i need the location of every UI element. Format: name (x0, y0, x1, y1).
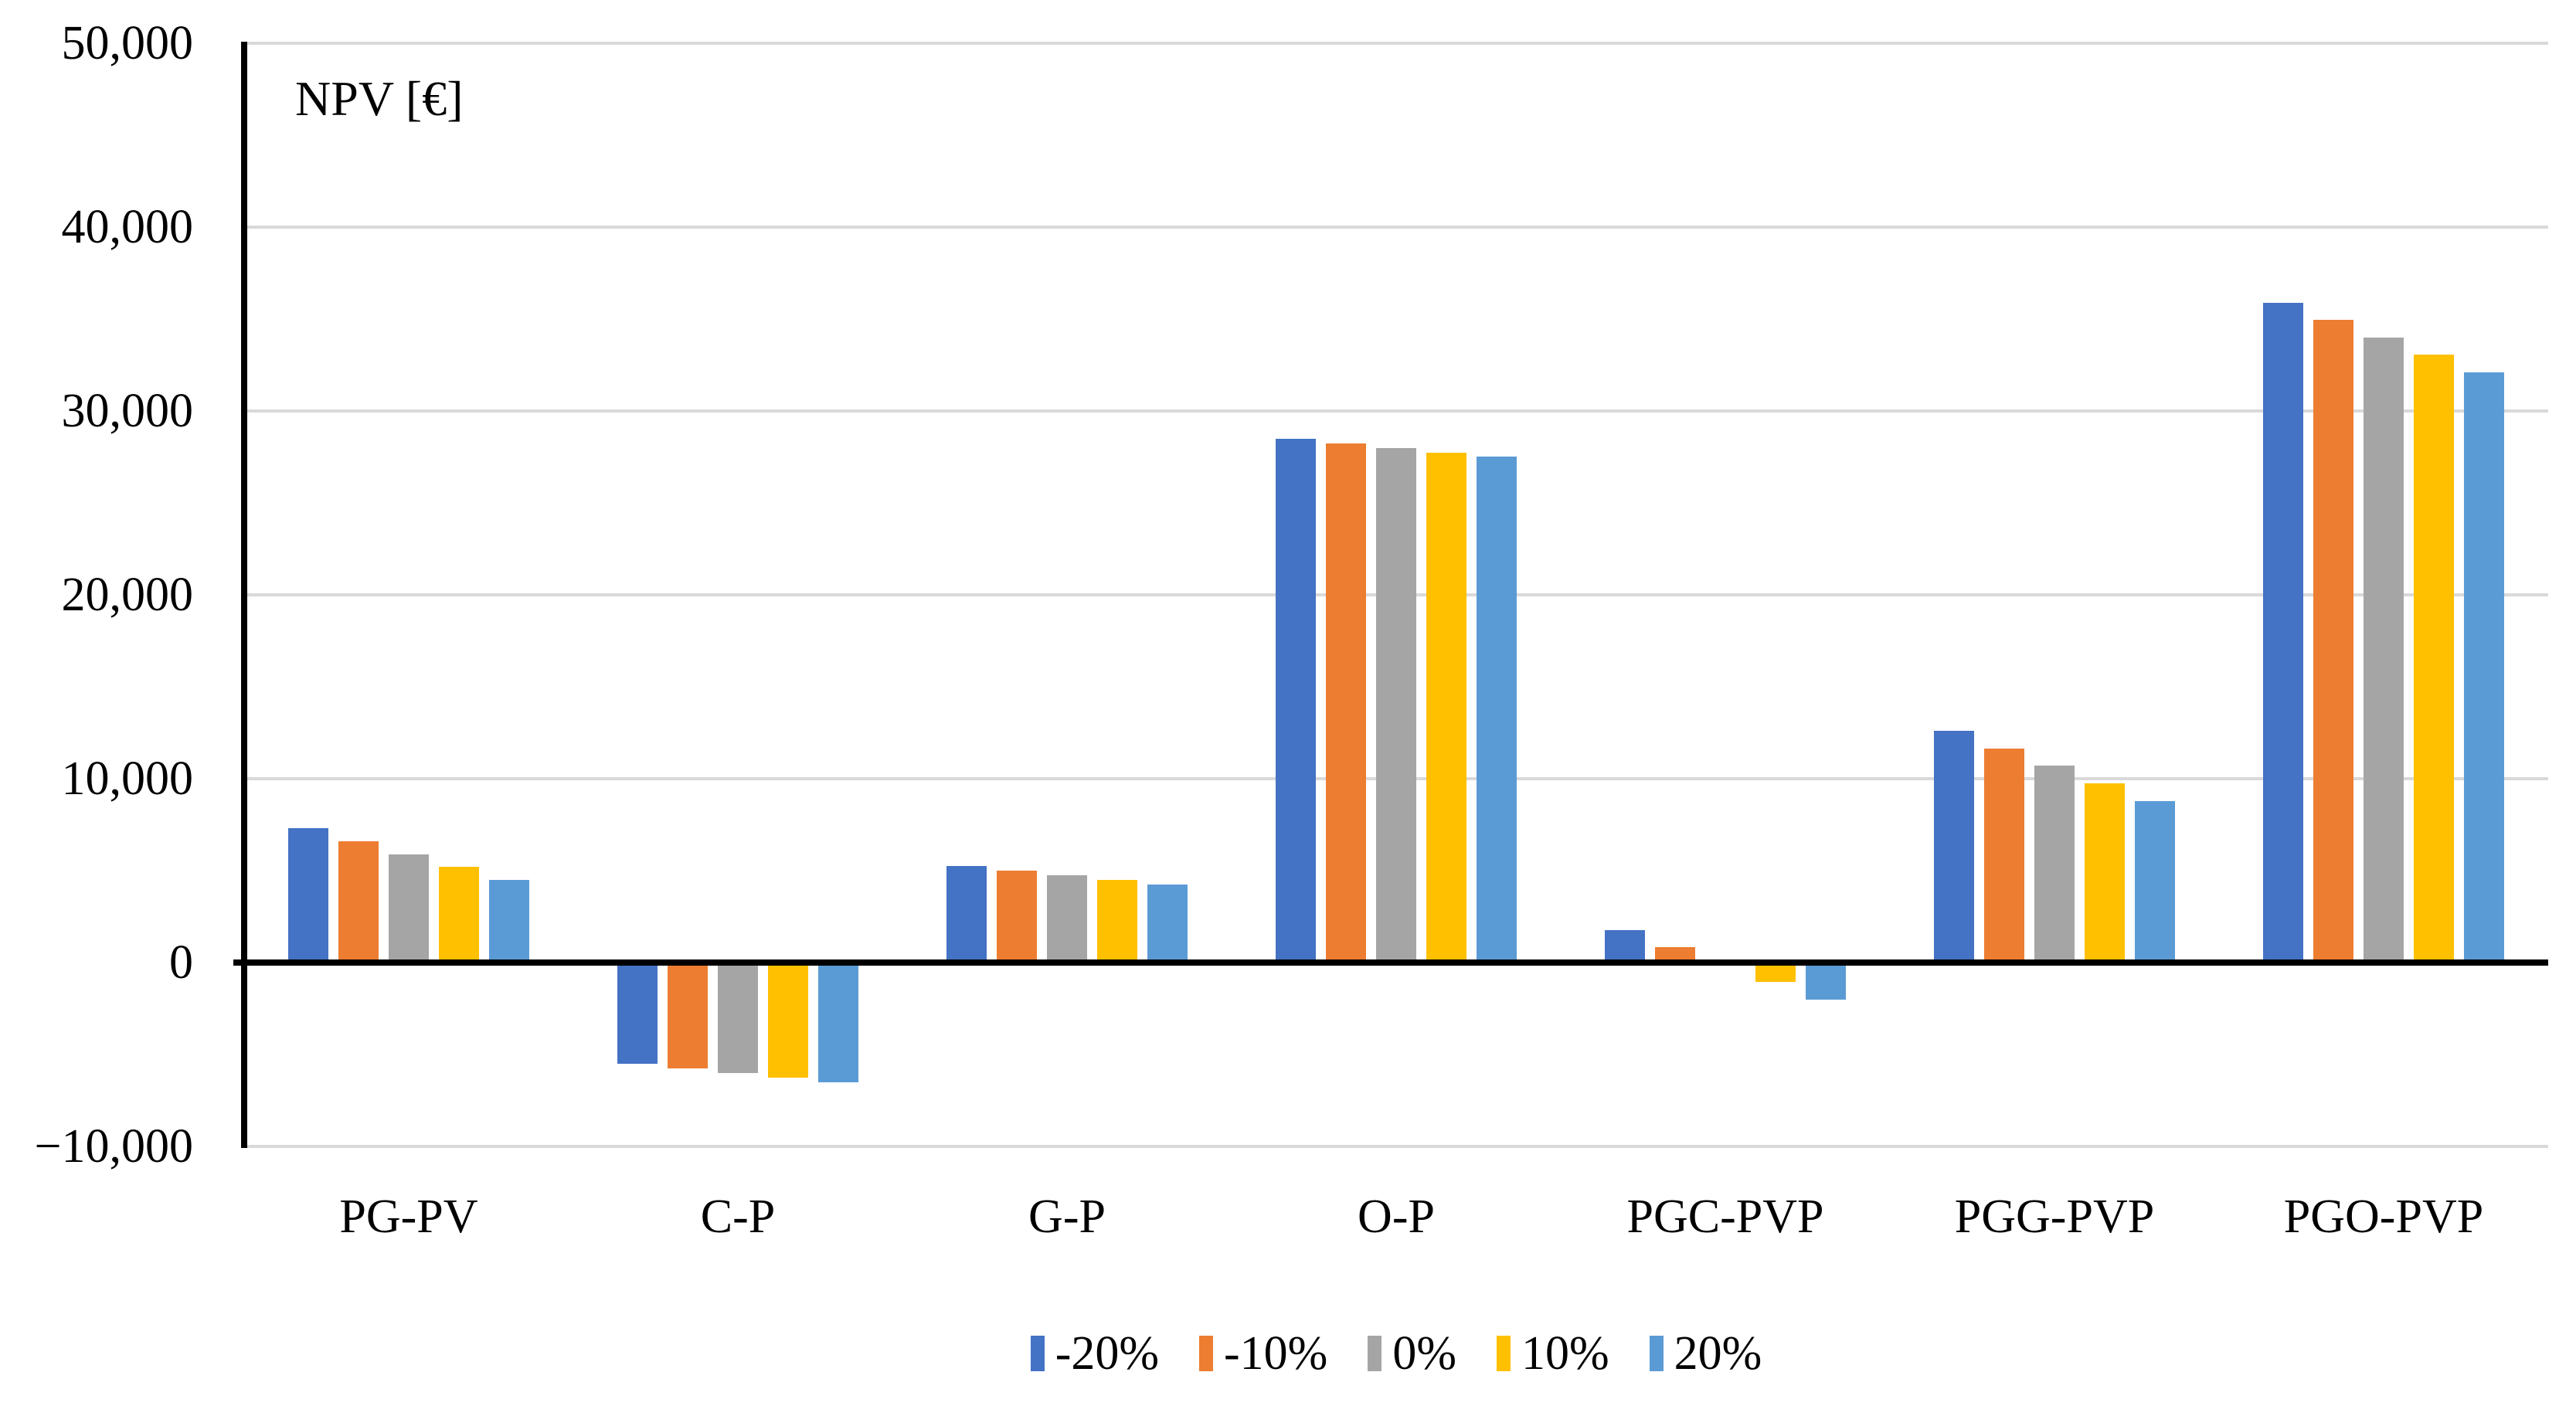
bar-PG-PV--10% (338, 841, 379, 963)
legend-label-0%: 0% (1392, 1327, 1456, 1380)
bar-C-P-0% (718, 963, 758, 1073)
bar-O-P-10% (1426, 453, 1466, 963)
bar-G-P-0% (1047, 875, 1087, 963)
legend-item--10%: -10% (1199, 1326, 1327, 1381)
bar-PG-PV-20% (489, 880, 529, 963)
chart-title: NPV [€] (295, 71, 464, 126)
legend-item-20%: 20% (1649, 1326, 1762, 1381)
y-grid-line--10000 (244, 1145, 2548, 1148)
bar-PGC-PVP--10% (1655, 947, 1695, 963)
bar-PGO-PVP--20% (2263, 303, 2303, 963)
legend-swatch-10% (1496, 1336, 1511, 1371)
bar-PGO-PVP-10% (2414, 355, 2454, 963)
category-label-O-P: O-P (1358, 1190, 1435, 1243)
bar-O-P-20% (1477, 457, 1517, 963)
bar-G-P--20% (946, 866, 987, 963)
legend-swatch--20% (1030, 1336, 1045, 1371)
bar-PGG-PVP--10% (1984, 749, 2024, 963)
bar-PGG-PVP--20% (1934, 731, 1974, 963)
category-label-PGC-PVP: PGC-PVP (1626, 1190, 1824, 1243)
category-label-PGO-PVP: PGO-PVP (2283, 1190, 2484, 1243)
y-tick-label-50000: 50,000 (61, 17, 194, 70)
y-tick-label--10000: −10,000 (34, 1120, 193, 1173)
bar-C-P--10% (668, 963, 708, 1068)
category-label-C-P: C-P (700, 1190, 776, 1243)
y-axis-line (241, 42, 247, 1148)
legend-label--20%: -20% (1055, 1327, 1160, 1380)
y-tick-label-10000: 10,000 (61, 752, 194, 805)
bar-C-P--20% (617, 963, 658, 1064)
category-label-PGG-PVP: PGG-PVP (1954, 1190, 2155, 1243)
legend-label-10%: 10% (1521, 1327, 1609, 1380)
bar-G-P-10% (1097, 880, 1137, 963)
legend-label--10%: -10% (1224, 1327, 1328, 1380)
bar-PG-PV-0% (389, 854, 429, 963)
bar-O-P--10% (1326, 443, 1366, 963)
bar-PG-PV--20% (288, 828, 328, 963)
bar-PGC-PVP-10% (1755, 963, 1796, 982)
bar-C-P-10% (768, 963, 808, 1078)
legend-item--20%: -20% (1030, 1326, 1160, 1381)
bar-PGG-PVP-10% (2085, 783, 2125, 963)
zero-line (233, 959, 2548, 966)
bar-G-P-20% (1147, 885, 1188, 963)
legend-swatch-20% (1649, 1336, 1664, 1371)
legend-swatch--10% (1199, 1336, 1214, 1371)
y-grid-line-40000 (244, 226, 2548, 229)
y-grid-line-50000 (244, 42, 2548, 45)
bar-PGC-PVP-20% (1806, 963, 1846, 1000)
bar-PGG-PVP-0% (2034, 766, 2075, 963)
y-tick-label-40000: 40,000 (61, 201, 194, 253)
legend-swatch-0% (1368, 1336, 1382, 1371)
y-grid-line-30000 (244, 409, 2548, 413)
bar-PGO-PVP-0% (2364, 338, 2404, 963)
y-tick-label-30000: 30,000 (61, 385, 194, 437)
category-label-PG-PV: PG-PV (339, 1190, 478, 1243)
bar-O-P-0% (1376, 448, 1416, 963)
bar-PGO-PVP--10% (2313, 320, 2353, 963)
category-label-G-P: G-P (1028, 1190, 1106, 1243)
legend: -20% -10% 0% 10% 20% (244, 1323, 2548, 1384)
y-tick-label-20000: 20,000 (61, 569, 194, 621)
bar-PGC-PVP--20% (1605, 930, 1645, 963)
legend-item-10%: 10% (1496, 1326, 1609, 1381)
bar-C-P-20% (818, 963, 858, 1082)
bar-PG-PV-10% (439, 867, 479, 963)
legend-item-0%: 0% (1368, 1326, 1456, 1381)
y-tick-label-0: 0 (169, 936, 193, 989)
bar-G-P--10% (997, 871, 1037, 963)
bar-PGG-PVP-20% (2135, 801, 2175, 963)
bar-PGO-PVP-20% (2464, 372, 2504, 963)
bar-O-P--20% (1276, 439, 1316, 963)
legend-label-20%: 20% (1674, 1327, 1762, 1380)
